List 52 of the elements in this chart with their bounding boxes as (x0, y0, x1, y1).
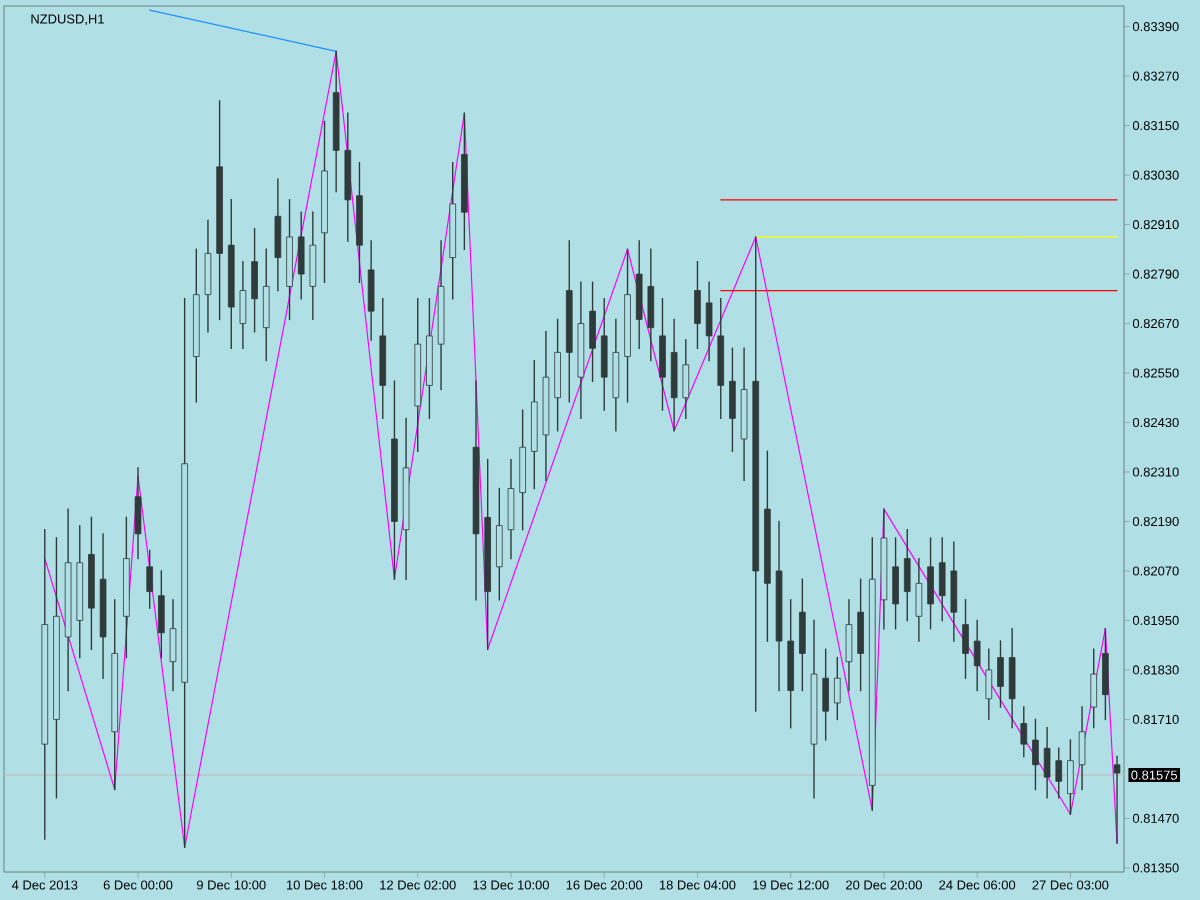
candlestick (822, 648, 829, 741)
candlestick (857, 578, 864, 692)
candlestick (1020, 706, 1028, 758)
candlestick (694, 260, 701, 349)
candlestick (274, 178, 282, 292)
candlestick (729, 347, 736, 453)
candlestick (507, 458, 515, 560)
candlestick (1043, 726, 1051, 799)
candlestick (262, 248, 270, 362)
candlestick (612, 318, 620, 432)
candlestick (1055, 747, 1063, 799)
candlestick (834, 656, 841, 721)
candlestick (519, 409, 526, 531)
candlestick (204, 219, 212, 333)
candlestick (496, 487, 503, 601)
candlestick (134, 467, 142, 560)
candlestick (985, 648, 993, 721)
candlestick (938, 537, 946, 622)
candlestick (670, 318, 678, 432)
candlestick (1090, 648, 1098, 729)
candlestick (903, 529, 911, 622)
candlestick (1067, 739, 1074, 815)
candlestick (892, 537, 899, 630)
candlestick (647, 248, 655, 362)
candlestick (962, 599, 969, 679)
candlestick (158, 570, 165, 659)
candlestick (635, 240, 643, 349)
candlestick (239, 260, 247, 349)
candlestick (251, 227, 258, 333)
candlestick (659, 298, 666, 411)
candlestick (297, 211, 305, 300)
candlestick (799, 578, 806, 692)
candlestick (554, 318, 561, 432)
candlestick (950, 541, 958, 642)
candlestick (705, 281, 713, 362)
candlestick (973, 619, 981, 692)
candlestick (1102, 628, 1109, 721)
candlestick (169, 599, 177, 692)
candlestick (146, 549, 153, 609)
candlestick (997, 640, 1004, 708)
candlestick (309, 211, 317, 321)
candlestick (682, 339, 690, 420)
candlestick (589, 281, 596, 382)
candlestick (915, 557, 923, 642)
candlestick (845, 599, 853, 692)
candlestick (367, 240, 375, 341)
candlestick (600, 298, 608, 411)
candlestick (1113, 755, 1121, 844)
candlestick (1078, 706, 1086, 791)
candlestick (927, 537, 934, 630)
candlestick (1032, 718, 1039, 791)
candlestick (1008, 628, 1016, 729)
